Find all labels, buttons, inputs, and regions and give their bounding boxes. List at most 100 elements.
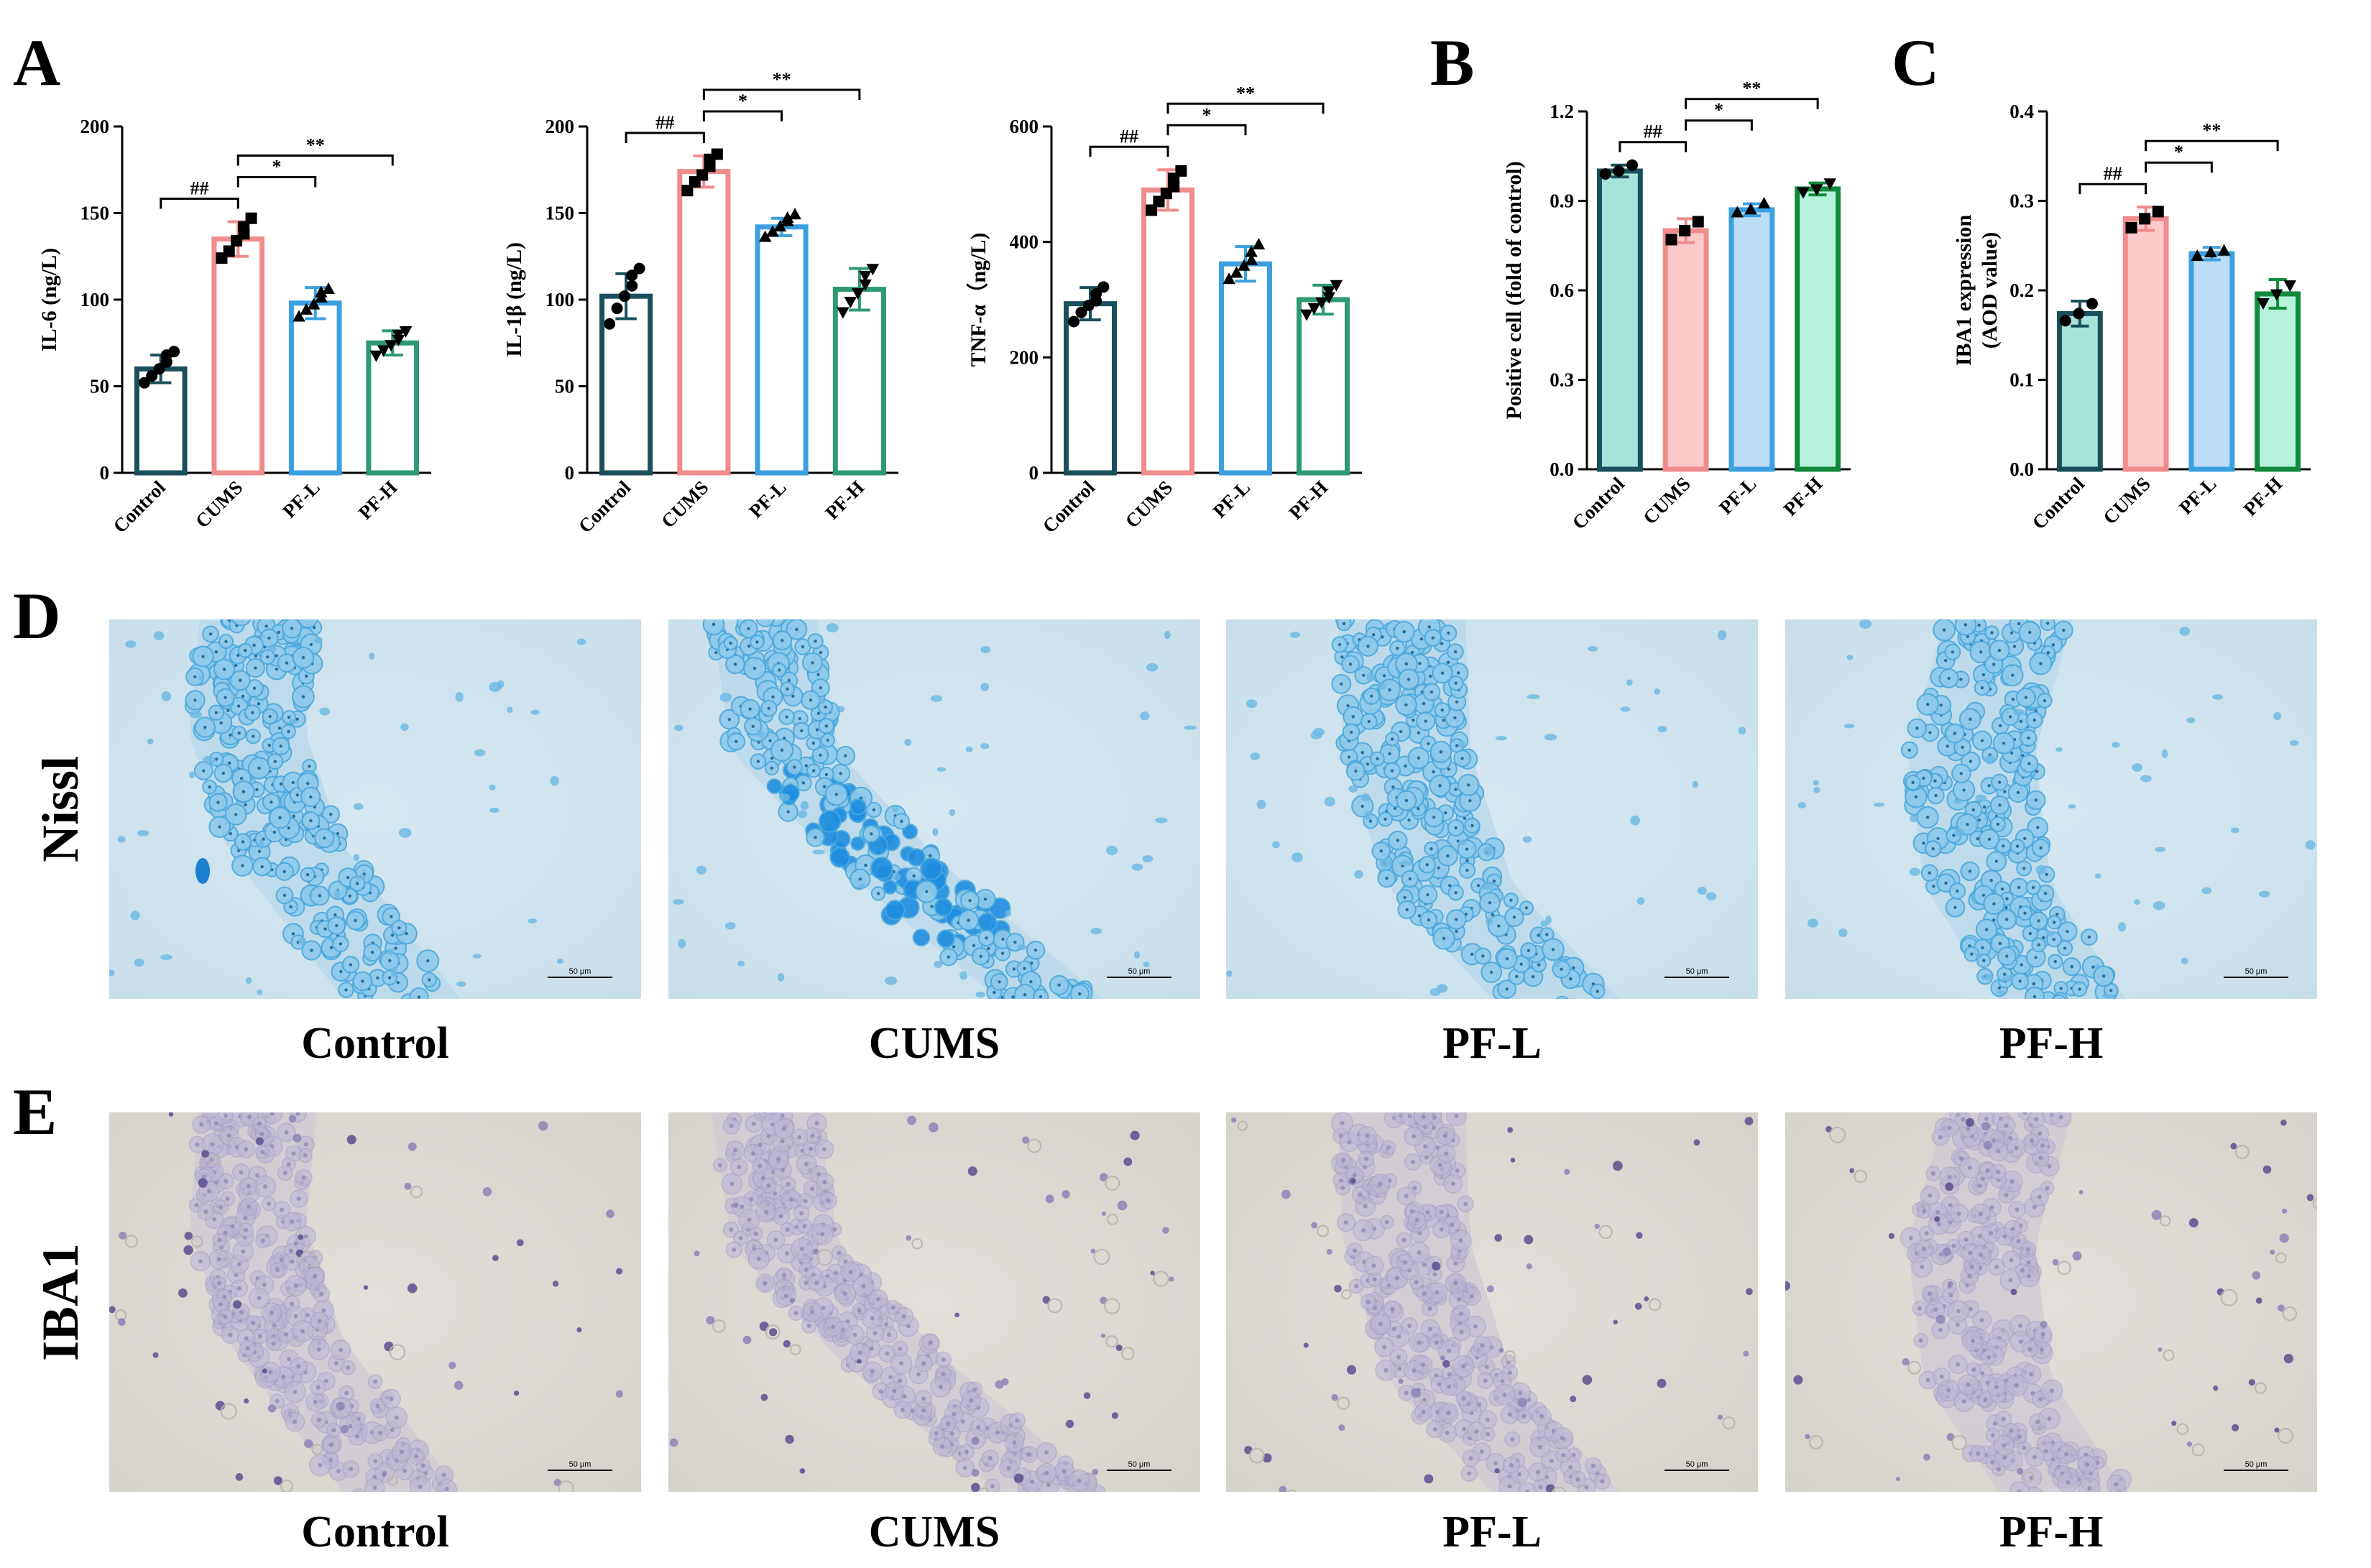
nucleolus: [1994, 1385, 1999, 1390]
nucleolus: [275, 1268, 280, 1273]
nucleolus: [1404, 703, 1408, 707]
nucleolus: [2002, 1234, 2007, 1239]
glial-cell: [1398, 1378, 1404, 1384]
neuron-cell: [1083, 1488, 1097, 1492]
nucleolus: [968, 898, 972, 903]
nucleolus: [1488, 900, 1492, 905]
nucleolus: [2037, 943, 2040, 947]
vacuole: [2275, 1252, 2287, 1264]
glial-cell: [2281, 1208, 2288, 1214]
nucleolus: [1539, 1413, 1544, 1419]
nucleolus: [396, 981, 400, 984]
nucleolus: [1933, 1307, 1938, 1312]
nucleolus: [2040, 1143, 2045, 1148]
significance-bracket: [1166, 102, 1325, 114]
nucleolus: [2045, 1186, 2050, 1191]
nucleolus: [2008, 1278, 2013, 1283]
glial-cell: [1354, 870, 1363, 879]
nucleolus: [756, 1256, 761, 1261]
significance-bracket: [1685, 98, 1819, 109]
neuron-cell: [1069, 984, 1090, 999]
nucleolus: [1446, 660, 1450, 664]
nucleolus: [195, 1142, 200, 1147]
nucleolus: [2025, 1247, 2030, 1252]
glial-cell: [489, 784, 496, 791]
nucleolus: [1930, 1171, 1935, 1176]
nucleolus: [1447, 1384, 1452, 1389]
nucleolus: [228, 1332, 233, 1337]
nucleolus: [262, 1282, 267, 1287]
nucleolus: [301, 655, 305, 660]
glial-cell: [1657, 1378, 1667, 1388]
nucleolus: [1951, 1243, 1956, 1248]
glial-cell: [1146, 663, 1159, 672]
glial-cell: [2155, 847, 2166, 852]
nucleolus: [816, 711, 821, 715]
glial-cell: [2158, 1347, 2163, 1352]
nucleolus: [241, 1249, 246, 1254]
nucleolus: [214, 711, 218, 714]
nucleolus: [362, 872, 366, 876]
nucleolus: [712, 622, 716, 627]
neuron-cell: [755, 619, 775, 627]
glial-cell: [1843, 724, 1855, 729]
nucleolus: [214, 650, 218, 654]
glial-cell: [267, 1404, 277, 1413]
nucleolus: [886, 1332, 891, 1337]
glial-cell: [737, 960, 745, 967]
nucleolus: [1467, 1471, 1472, 1476]
nucleolus: [234, 1273, 239, 1278]
glial-cell: [369, 652, 375, 660]
nucleolus: [1980, 739, 1984, 742]
glial-cell: [516, 1239, 524, 1247]
nucleolus: [2027, 736, 2030, 740]
nucleolus: [1560, 967, 1563, 971]
glial-cell: [891, 872, 901, 881]
nucleolus: [271, 1341, 276, 1346]
data-point: [1223, 272, 1235, 285]
nucleolus: [993, 990, 996, 995]
neuron-cell: [436, 1479, 457, 1492]
vacuole: [280, 1480, 294, 1492]
nucleolus: [2058, 1001, 2061, 1004]
nucleolus: [1998, 941, 2002, 946]
nucleolus: [264, 624, 268, 628]
nucleolus: [317, 1319, 322, 1324]
nucleolus: [288, 1248, 293, 1253]
nucleolus: [2002, 1455, 2007, 1460]
glial-cell: [813, 1248, 819, 1255]
vacuole: [1237, 1120, 1248, 1131]
glial-cell: [1143, 961, 1150, 967]
nucleolus: [388, 959, 392, 963]
y-tick-label: 150: [80, 203, 110, 224]
nucleolus: [2046, 651, 2050, 655]
nucleolus: [1596, 990, 1599, 993]
nucleolus: [1998, 803, 2002, 807]
nucleolus: [1395, 1276, 1400, 1281]
vacuole: [1808, 1435, 1823, 1449]
nucleolus: [1966, 823, 1969, 826]
nucleolus: [1952, 834, 1956, 837]
nucleolus: [356, 1494, 361, 1498]
nucleolus: [2017, 622, 2021, 626]
glial-cell: [1746, 1288, 1753, 1296]
data-point: [2283, 280, 2297, 292]
nucleolus: [2032, 1454, 2037, 1459]
nucleolus: [782, 1273, 787, 1278]
nucleolus: [2063, 946, 2067, 950]
nucleolus: [1407, 1323, 1412, 1328]
data-point: [314, 285, 328, 298]
glial-cell: [904, 739, 912, 747]
glial-cell: [109, 969, 115, 977]
nucleolus: [241, 790, 246, 793]
glial-cell: [757, 730, 765, 738]
data-point: [2086, 298, 2099, 310]
significance-label: ##: [190, 178, 209, 199]
glial-cell: [733, 1202, 739, 1208]
nucleolus: [1459, 1311, 1464, 1316]
nucleolus: [267, 636, 271, 640]
nucleolus: [2015, 844, 2020, 848]
glial-cell: [1813, 780, 1819, 786]
